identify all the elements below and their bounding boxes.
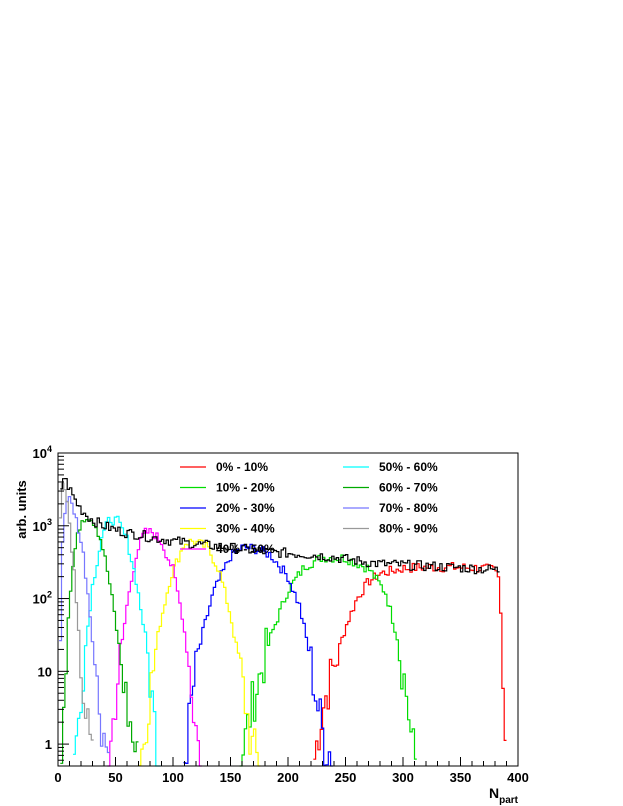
y-tick-label-base: 1 [45,737,52,752]
legend-label: 0% - 10% [216,460,268,474]
legend-label: 60% - 70% [379,481,438,495]
legend-label: 30% - 40% [216,522,275,536]
y-tick-label-base: 10 [33,519,47,534]
y-tick-label-exponent: 2 [47,590,52,600]
y-tick-label: 102 [33,590,52,607]
x-axis-title-main: N [489,785,499,801]
series-line-6 [73,515,161,767]
y-tick-label-base: 10 [38,664,52,679]
legend-label: 40% - 50% [216,542,275,556]
x-tick-label: 100 [162,770,184,785]
legend-label: 50% - 60% [379,460,438,474]
series-line-7 [60,519,139,764]
series-line-5 [107,527,202,767]
series-line-3 [183,543,333,767]
y-tick-label: 104 [33,444,52,461]
x-tick-label: 250 [335,770,357,785]
legend-label: 20% - 30% [216,501,275,515]
x-tick-label: 350 [450,770,472,785]
curves-layer [59,478,507,767]
total-line [60,478,500,575]
y-tick-label-exponent: 3 [47,517,52,527]
x-tick-label: 50 [108,770,122,785]
x-axis-title-subscript: part [499,795,519,806]
series-line-8 [59,496,110,754]
x-axis: 0 50 100 150 200 250 300 350 400 [54,757,529,785]
series-line-9 [59,482,94,741]
y-tick-label: 10 [38,664,52,679]
x-tick-label: 400 [507,770,529,785]
legend-label: 80% - 90% [379,522,438,536]
y-tick-label: 1 [45,737,52,752]
x-tick-label: 200 [277,770,299,785]
y-axis-title: arb. units [14,480,29,539]
legend: 0% - 10% 10% - 20% 20% - 30% 30% - 40% 40% -… [180,460,438,556]
x-tick-label: 300 [392,770,414,785]
y-tick-label-exponent: 4 [47,444,52,454]
series-line-4 [138,538,261,767]
y-tick-label-base: 10 [33,446,47,461]
x-tick-label: 0 [54,770,61,785]
legend-label: 70% - 80% [379,501,438,515]
x-axis-title: Npart [489,785,519,806]
y-tick-label: 103 [33,517,52,534]
x-tick-label: 150 [220,770,242,785]
y-tick-label-base: 10 [33,592,47,607]
legend-label: 10% - 20% [216,481,275,495]
